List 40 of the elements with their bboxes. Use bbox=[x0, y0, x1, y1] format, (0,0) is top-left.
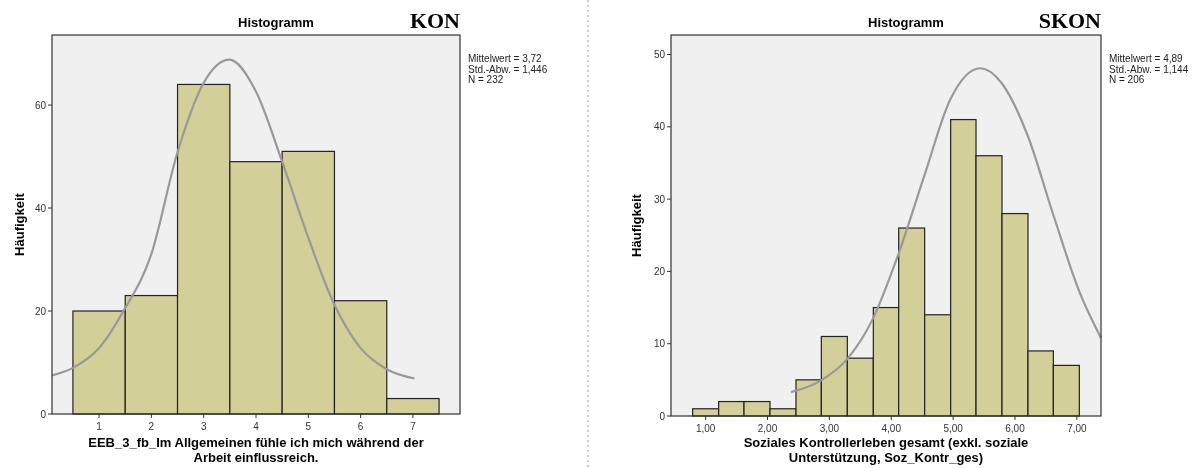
text: Mittelwert = 4,89 bbox=[1109, 53, 1184, 64]
y-tick-label: 20 bbox=[653, 265, 666, 277]
x-axis-title: EEB_3_fb_Im Allgemeinen fühle ich mich während der Arbeit einflussreich. bbox=[88, 435, 424, 465]
y-tick-label: 0 bbox=[659, 410, 666, 422]
y-tick-label: 30 bbox=[653, 193, 666, 205]
chart-title: Histogramm bbox=[238, 15, 314, 30]
y-tick-label: 0 bbox=[40, 408, 47, 420]
x-tick-label: 7,00 bbox=[1067, 423, 1088, 434]
x-tick-label: 6 bbox=[357, 421, 364, 432]
x-tick-label: 5 bbox=[305, 421, 312, 432]
x-tick-label: 3 bbox=[200, 421, 207, 432]
x-tick-label: 2 bbox=[148, 421, 155, 432]
text: KON bbox=[409, 8, 461, 33]
text: Mittelwert = 3,72 bbox=[468, 53, 543, 64]
text: Std.-Abw. = 1,446 bbox=[468, 63, 548, 75]
x-tick-label: 4 bbox=[253, 421, 260, 432]
x-tick-label: 5,00 bbox=[943, 423, 964, 434]
text: Std.-Abw. = 1,144 bbox=[1109, 63, 1189, 75]
line-series bbox=[789, 67, 1103, 394]
y-tick-label: 50 bbox=[653, 49, 666, 61]
x-tick-label: 7 bbox=[410, 421, 417, 432]
x-tick-label: 1 bbox=[96, 421, 103, 432]
y-tick-label: 40 bbox=[653, 121, 666, 133]
x-axis-title: Soziales Kontrollerleben gesamt (exkl. soziale Unterstützung, Soz_Kontr_ges) bbox=[743, 435, 1029, 465]
y-axis-title: Häufigkeit bbox=[12, 192, 27, 256]
line-series bbox=[50, 58, 416, 380]
chart-title: Histogramm bbox=[868, 15, 944, 30]
text: N = 206 bbox=[1109, 74, 1145, 85]
x-tick-label: 6,00 bbox=[1005, 423, 1026, 434]
y-tick-label: 10 bbox=[653, 338, 666, 350]
text: N = 232 bbox=[468, 74, 504, 85]
text: SKON bbox=[1038, 8, 1102, 33]
x-tick-label: 4,00 bbox=[881, 423, 902, 434]
x-tick-label: 1,00 bbox=[695, 423, 716, 434]
y-tick-label: 60 bbox=[34, 99, 47, 111]
y-tick-label: 20 bbox=[34, 305, 47, 317]
x-tick-label: 2,00 bbox=[757, 423, 778, 434]
x-tick-label: 3,00 bbox=[819, 423, 840, 434]
y-axis-title: Häufigkeit bbox=[629, 193, 644, 257]
y-tick-label: 40 bbox=[34, 202, 47, 214]
